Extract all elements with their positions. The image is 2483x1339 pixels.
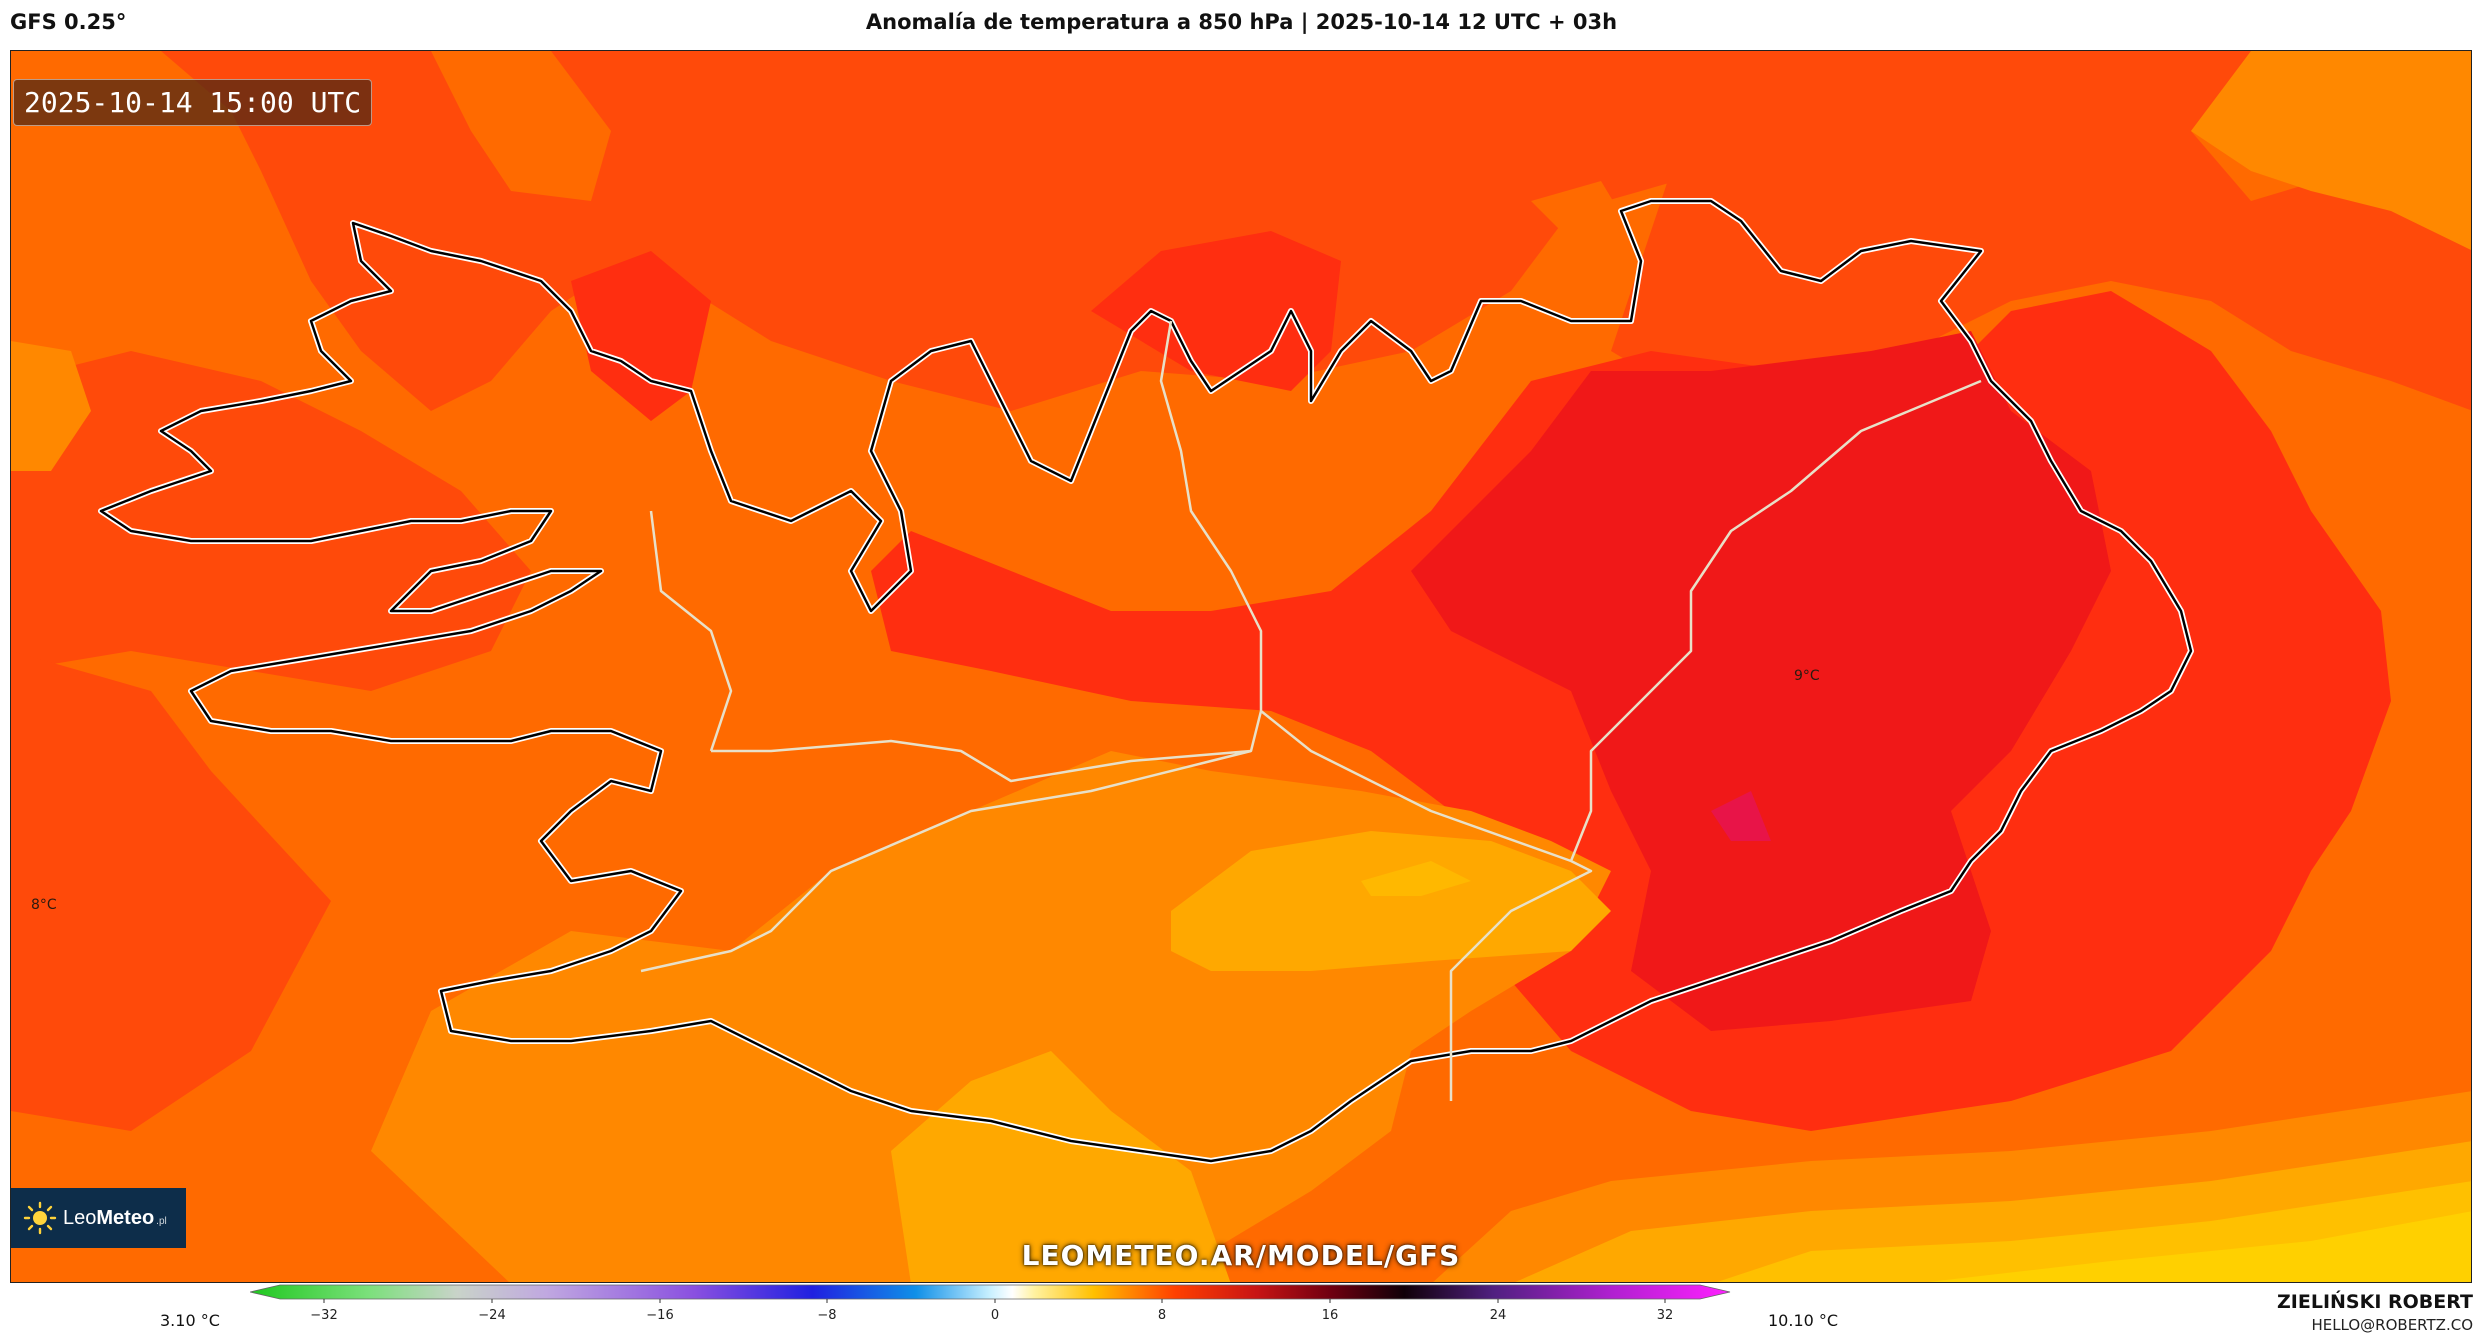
legend-tick: 0 <box>991 1308 999 1323</box>
legend-tick: −16 <box>646 1308 673 1323</box>
valid-time-label: 2025-10-14 15:00 UTC <box>13 79 373 126</box>
site-watermark: LEOMETEO.AR/MODEL/GFS <box>1021 1239 1461 1272</box>
temperature-label-east: 9°C <box>1794 668 1820 684</box>
legend-tick: 8 <box>1158 1308 1166 1323</box>
chart-title: Anomalía de temperatura a 850 hPa | 2025… <box>865 10 1618 34</box>
author-credit: ZIELIŃSKI ROBERT HELLO@ROBERTZ.CO <box>2277 1291 2473 1334</box>
legend-min-value: 3.10 °C <box>160 1311 220 1330</box>
legend-max-value: 10.10 °C <box>1768 1311 1839 1330</box>
sun-icon <box>23 1201 57 1235</box>
legend-tick: −8 <box>817 1308 836 1323</box>
region-boundaries <box>640 320 1982 1101</box>
footer: 3.10 °C <box>0 1283 2483 1339</box>
iceland-coastline <box>99 199 2193 1163</box>
legend-tick: 32 <box>1657 1308 1674 1323</box>
logo-text: LeoMeteo .pl <box>63 1206 167 1229</box>
legend-tick: 24 <box>1490 1308 1507 1323</box>
author-email[interactable]: HELLO@ROBERTZ.CO <box>2311 1316 2473 1334</box>
temperature-anomaly-map <box>11 51 2471 1282</box>
legend-tick: −24 <box>478 1308 505 1323</box>
model-name: GFS 0.25° <box>10 10 127 34</box>
map-panel[interactable]: 2025-10-14 15:00 UTC 8°C 9°C LeoMeteo .pl… <box>10 50 2472 1283</box>
temperature-label-west: 8°C <box>31 897 57 913</box>
legend-tick: 16 <box>1322 1308 1339 1323</box>
leometeo-logo[interactable]: LeoMeteo .pl <box>11 1188 186 1248</box>
color-scale-legend: −32 −24 −16 −8 0 8 16 24 32 <box>250 1284 1731 1323</box>
legend-tick: −32 <box>310 1308 337 1323</box>
author-name: ZIELIŃSKI ROBERT <box>2277 1291 2473 1313</box>
